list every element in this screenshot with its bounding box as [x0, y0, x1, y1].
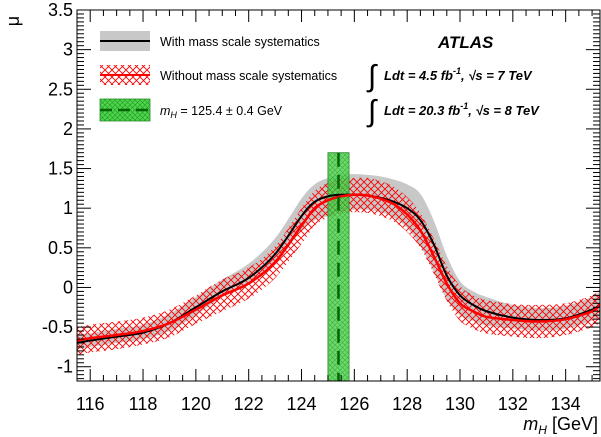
x-tick-label: 132 — [498, 394, 528, 414]
y-axis-label: μ — [3, 16, 23, 26]
svg-text:Ldt = 4.5 fb-1, √s = 7 TeV: Ldt = 4.5 fb-1, √s = 7 TeV — [384, 66, 533, 83]
integral-sign: ∫ — [366, 60, 378, 93]
integral-sign: ∫ — [366, 95, 378, 128]
legend-label-mass: mH = 125.4 ± 0.4 GeV — [160, 104, 283, 120]
y-tick-label: 3 — [63, 40, 73, 60]
x-tick-label: 128 — [392, 394, 422, 414]
y-tick-label: 2 — [63, 119, 73, 139]
legend: With mass scale systematics Without mass… — [99, 31, 337, 122]
x-tick-label: 116 — [76, 394, 105, 414]
experiment-label: ATLAS — [437, 33, 494, 52]
lumi-8tev: ∫ Ldt = 20.3 fb-1, √s = 8 TeV — [366, 95, 540, 128]
x-tick-label: 130 — [445, 394, 475, 414]
y-tick-label: -1 — [57, 357, 73, 377]
legend-label-without-syst: Without mass scale systematics — [160, 69, 337, 83]
x-tick-label: 134 — [551, 394, 581, 414]
x-axis-label: mH [GeV] — [523, 414, 598, 437]
x-tick-label: 122 — [234, 394, 264, 414]
legend-label-with-syst: With mass scale systematics — [160, 35, 320, 49]
x-tick-label: 118 — [129, 394, 158, 414]
y-tick-label: 0.5 — [48, 238, 73, 258]
y-tick-label: -0.5 — [42, 317, 73, 337]
plot-frame — [76, 9, 601, 382]
y-tick-label: 3.5 — [48, 0, 73, 20]
x-tick-label: 124 — [286, 394, 316, 414]
x-tick-label: 126 — [339, 394, 369, 414]
lumi-7tev: ∫ Ldt = 4.5 fb-1, √s = 7 TeV — [366, 60, 533, 93]
y-tick-label: 1.5 — [48, 159, 73, 179]
line-without-mass-scale-systematics — [77, 193, 600, 342]
y-tick-label: 2.5 — [48, 79, 73, 99]
x-tick-label: 120 — [181, 394, 211, 414]
y-tick-label: 0 — [63, 277, 73, 297]
svg-text:Ldt = 20.3 fb-1, √s = 8 TeV: Ldt = 20.3 fb-1, √s = 8 TeV — [384, 101, 540, 118]
y-tick-label: 1 — [63, 198, 73, 218]
